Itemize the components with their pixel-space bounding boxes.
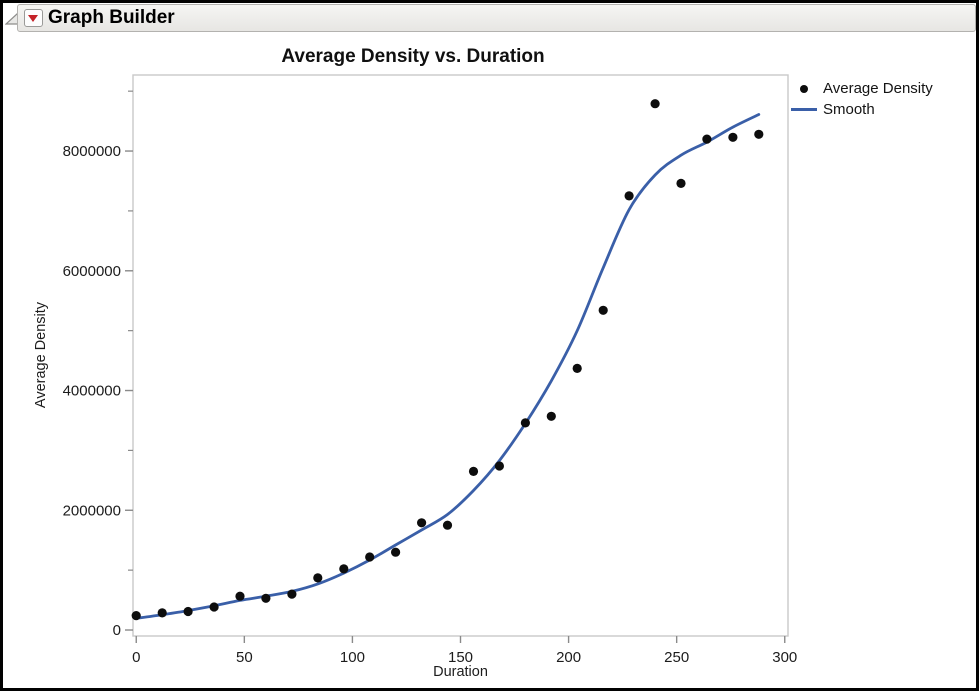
y-tick-label[interactable]: 4000000 [63,383,121,400]
red-triangle-icon [28,15,38,22]
data-point[interactable] [287,589,297,599]
data-point[interactable] [546,411,556,421]
legend: Average Density Smooth [791,78,933,120]
legend-label-average-density: Average Density [823,80,933,97]
data-point[interactable] [183,606,193,617]
y-tick-label[interactable]: 6000000 [63,263,121,280]
red-triangle-menu-button[interactable] [24,9,43,27]
data-point[interactable] [754,129,764,139]
data-point[interactable] [261,593,271,603]
legend-entry-points[interactable]: Average Density [791,78,933,99]
data-point[interactable] [572,363,582,373]
data-point[interactable] [157,608,167,618]
x-tick-label[interactable]: 0 [132,649,140,666]
window-title: Graph Builder [48,7,175,28]
y-tick-label[interactable]: 0 [113,622,121,639]
data-point[interactable] [209,602,219,612]
x-tick-label[interactable]: 100 [340,649,365,666]
data-point[interactable] [313,573,323,583]
data-point[interactable] [598,305,608,315]
legend-label-smooth: Smooth [823,101,875,118]
data-point[interactable] [494,461,504,471]
data-point[interactable] [442,520,453,530]
x-tick-label[interactable]: 200 [556,649,581,666]
y-axis-label: Average Density [33,301,49,409]
x-tick-label[interactable]: 150 [448,649,473,666]
x-tick-label[interactable]: 300 [772,649,797,666]
data-point[interactable] [339,564,349,574]
data-point[interactable] [702,134,712,144]
data-point[interactable] [235,591,245,601]
y-tick-label[interactable]: 2000000 [63,502,121,519]
data-point[interactable] [624,191,634,201]
data-point[interactable] [391,547,401,557]
x-tick-label[interactable]: 50 [236,649,253,666]
smooth-curve[interactable] [134,113,761,620]
data-point[interactable] [520,418,531,428]
plot-svg: 0 2000000 4000000 6000000 8000000 0 50 100 150 20… [63,74,797,666]
x-axis-label: Duration [433,664,488,680]
outline-header: Graph Builder [3,3,976,33]
data-point[interactable] [468,466,479,476]
legend-entry-smooth[interactable]: Smooth [791,99,933,120]
data-point[interactable] [676,178,686,188]
legend-line-icon [791,108,817,111]
data-point[interactable] [728,132,738,142]
y-tick-label[interactable]: 8000000 [63,143,121,160]
data-point[interactable] [131,611,141,621]
data-point[interactable] [650,99,660,109]
chart-title: Average Density vs. Duration [281,46,545,67]
data-point[interactable] [365,552,375,562]
header-bar[interactable]: Graph Builder [17,4,976,32]
plot-frame [132,74,789,637]
legend-dot-icon [791,84,817,93]
data-point[interactable] [417,518,427,528]
x-tick-label[interactable]: 250 [664,649,689,666]
